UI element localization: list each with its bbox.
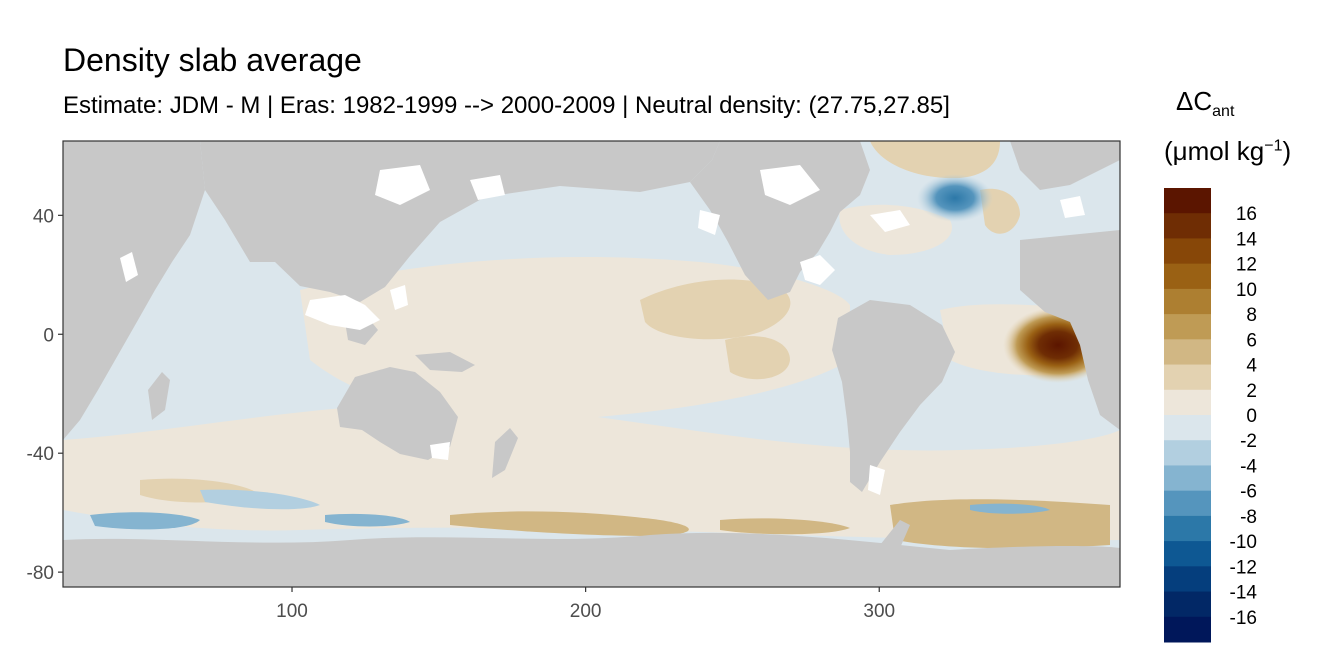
legend-color-bin (1164, 591, 1211, 618)
land-masses (63, 141, 1120, 587)
ocean-zone-north-atlantic (839, 204, 952, 255)
legend-tick-label: 14 (1236, 229, 1258, 250)
legend-tick-label: -14 (1230, 583, 1258, 604)
legend-color-bin (1164, 364, 1211, 391)
land-antarctica (63, 532, 1120, 587)
no-data-philippines (390, 285, 408, 310)
southern-streak-warm-1 (450, 511, 689, 536)
legend-tick-label: 10 (1236, 280, 1257, 301)
legend-color-bin (1164, 339, 1211, 366)
y-tick-label: -80 (27, 563, 54, 584)
legend-color-bin (1164, 541, 1211, 567)
y-tick-label: 40 (33, 206, 54, 227)
no-data-mediterranean (870, 210, 910, 232)
coldspot-labrador (917, 174, 993, 222)
x-tick-label: 100 (276, 601, 308, 622)
legend-color-bin (1164, 440, 1211, 466)
no-data-baltic (1060, 196, 1085, 218)
legend-unit-sup: −1 (1264, 137, 1283, 155)
legend-color-bin (1164, 490, 1211, 517)
no-data-arctic-north-pacific (375, 165, 430, 205)
legend-color-bin (1164, 389, 1211, 416)
land-west-africa (1020, 230, 1120, 430)
land-madagascar (148, 372, 170, 420)
legend-color-bin (1164, 238, 1211, 265)
legend-subscript: ant (1212, 103, 1235, 121)
y-tick-label: -40 (27, 444, 54, 465)
chart-subtitle: Estimate: JDM - M | Eras: 1982-1999 --> … (63, 92, 950, 119)
legend-tick-label: -10 (1230, 532, 1257, 553)
legend-tick-label: 6 (1246, 330, 1257, 351)
legend-symbol: ΔC (1176, 86, 1213, 116)
legend-tick-label: -4 (1240, 456, 1257, 477)
legend-unit-open: (μmol kg (1164, 136, 1265, 166)
southern-streak-blue-2 (200, 489, 320, 510)
y-axis: 40 0 -40 -80 (27, 206, 63, 584)
legend-tick-label: 16 (1236, 204, 1257, 225)
no-data-red-sea (120, 252, 138, 282)
no-data-hudson (760, 165, 820, 205)
land-eurasia (200, 141, 720, 302)
land-africa (63, 141, 205, 440)
land-north-america (690, 141, 870, 300)
legend-color-bin (1164, 465, 1211, 492)
legend-tick-label: -6 (1240, 482, 1257, 503)
legend-color-bin (1164, 288, 1211, 315)
map-panel (63, 141, 1120, 587)
legend-tick-label: 2 (1246, 381, 1257, 402)
southern-streak-warm-3 (890, 499, 1110, 549)
legend-color-bin (1164, 314, 1211, 340)
land-australia (337, 367, 458, 460)
land-antarctic-peninsula (880, 520, 910, 548)
legend-tick-label: -16 (1230, 608, 1257, 629)
legend-color-bin (1164, 616, 1211, 643)
southern-streak-blue-3 (325, 513, 410, 527)
land-south-america (832, 300, 955, 492)
legend-color-bin (1164, 515, 1211, 542)
southern-streak-warm-2 (720, 518, 850, 535)
legend-colorbar: 16 14 12 10 8 6 4 2 0 -2 -4 -6 -8 -10 -12 -14 -16 (1164, 188, 1257, 643)
y-tick-label: 0 (43, 325, 54, 346)
legend-color-bin (1164, 213, 1211, 239)
legend-tick-label: -2 (1240, 431, 1257, 452)
legend-tick-label: 12 (1236, 255, 1257, 276)
ocean-zone-nordic (870, 141, 1000, 179)
land-new-guinea (415, 352, 475, 372)
legend-color-bin (1164, 263, 1211, 290)
ocean-zone-pacific-warm-2 (725, 336, 790, 380)
no-data-patagonia (868, 465, 885, 495)
legend-title-symbol: ΔCant (1176, 86, 1234, 121)
legend-tick-label: -12 (1230, 557, 1257, 578)
legend-tick-label: -8 (1240, 507, 1257, 528)
map-panel-border (62, 140, 1121, 588)
legend-tick-label: 4 (1246, 356, 1257, 377)
ocean-zone-pacific-warm (640, 279, 791, 340)
x-tick-label: 200 (570, 601, 602, 622)
ocean-zone-southern-band (63, 403, 1120, 541)
legend-color-bin (1164, 188, 1211, 214)
legend-title-unit: (μmol kg−1) (1164, 136, 1291, 167)
chart-title: Density slab average (63, 42, 362, 78)
legend-tick-label: 8 (1246, 305, 1257, 326)
no-data-patches (120, 165, 1085, 495)
land-new-zealand (492, 428, 518, 478)
no-data-gulf (698, 210, 720, 235)
no-data-bass-strait (430, 442, 450, 460)
legend-unit-close: ) (1282, 136, 1292, 166)
no-data-caribbean (800, 255, 835, 285)
legend-color-bin (1164, 566, 1211, 593)
southern-streak-blue-1 (90, 512, 200, 530)
southern-streak-blue-4 (970, 503, 1050, 514)
legend-tick-label: 0 (1246, 406, 1257, 427)
land-greenland (1010, 141, 1120, 190)
legend-color-bin (1164, 415, 1211, 441)
x-tick-label: 300 (863, 601, 895, 622)
no-data-indonesia (305, 295, 380, 330)
x-axis: 100 200 300 (276, 587, 895, 622)
no-data-okhotsk (470, 175, 505, 200)
